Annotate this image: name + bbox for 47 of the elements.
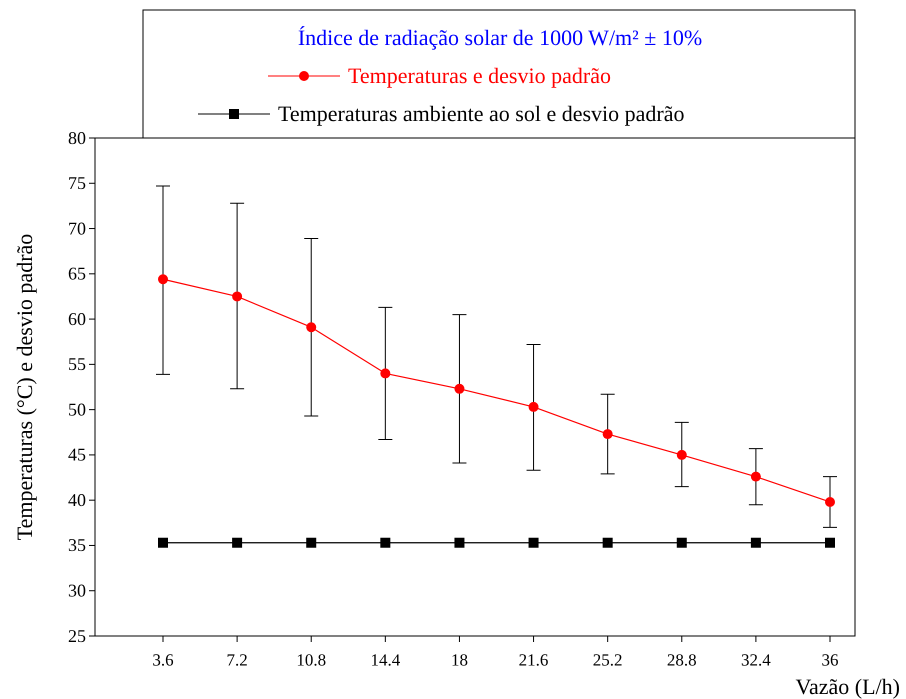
point (528, 402, 539, 412)
x-tick-label: 28.8 (666, 650, 697, 670)
point (232, 538, 242, 548)
point (676, 450, 687, 460)
x-tick-label: 36 (822, 650, 838, 670)
point (676, 538, 687, 548)
point (158, 274, 168, 284)
legend-label: Temperaturas ambiente ao sol e desvio padrão (278, 101, 685, 126)
y-tick-label: 65 (68, 264, 86, 284)
point (750, 472, 761, 482)
x-tick-label: 7.2 (226, 650, 248, 670)
y-tick-label: 55 (68, 354, 86, 374)
x-axis-title: Vazão (L/h) (796, 674, 900, 699)
y-tick-label: 50 (68, 399, 86, 420)
point (380, 368, 390, 378)
point (825, 496, 835, 507)
x-tick-label: 21.6 (518, 650, 548, 670)
point (232, 291, 242, 302)
y-tick-label: 60 (68, 308, 86, 329)
y-tick-label: 45 (68, 444, 86, 465)
y-axis-title: Temperaturas (°C) e desvio padrão (12, 234, 37, 540)
x-tick-label: 25.2 (592, 650, 623, 670)
x-tick-label: 18 (450, 650, 468, 670)
point (825, 538, 835, 548)
y-tick-label: 40 (68, 490, 86, 510)
point (380, 538, 390, 548)
x-tick-label: 3.6 (152, 650, 174, 670)
y-tick-label: 35 (68, 535, 86, 556)
point (602, 538, 613, 548)
point (454, 384, 464, 394)
y-tick-label: 80 (68, 128, 86, 148)
point (454, 538, 464, 548)
point (158, 538, 168, 548)
x-tick-label: 32.4 (741, 650, 772, 670)
point (528, 538, 539, 548)
y-tick-label: 30 (68, 580, 86, 600)
legend-title: Índice de radiação solar de 1000 W/m² ± 10% (298, 25, 702, 50)
legend-label: Temperaturas e desvio padrão (348, 63, 611, 88)
x-tick-label: 10.8 (296, 650, 326, 670)
point (306, 322, 316, 332)
y-tick-label: 25 (68, 626, 86, 646)
x-tick-label: 14.4 (370, 650, 401, 670)
point (602, 429, 613, 440)
y-tick-label: 75 (68, 173, 86, 194)
y-tick-label: 70 (68, 218, 86, 238)
point (306, 538, 316, 548)
point (750, 538, 761, 548)
